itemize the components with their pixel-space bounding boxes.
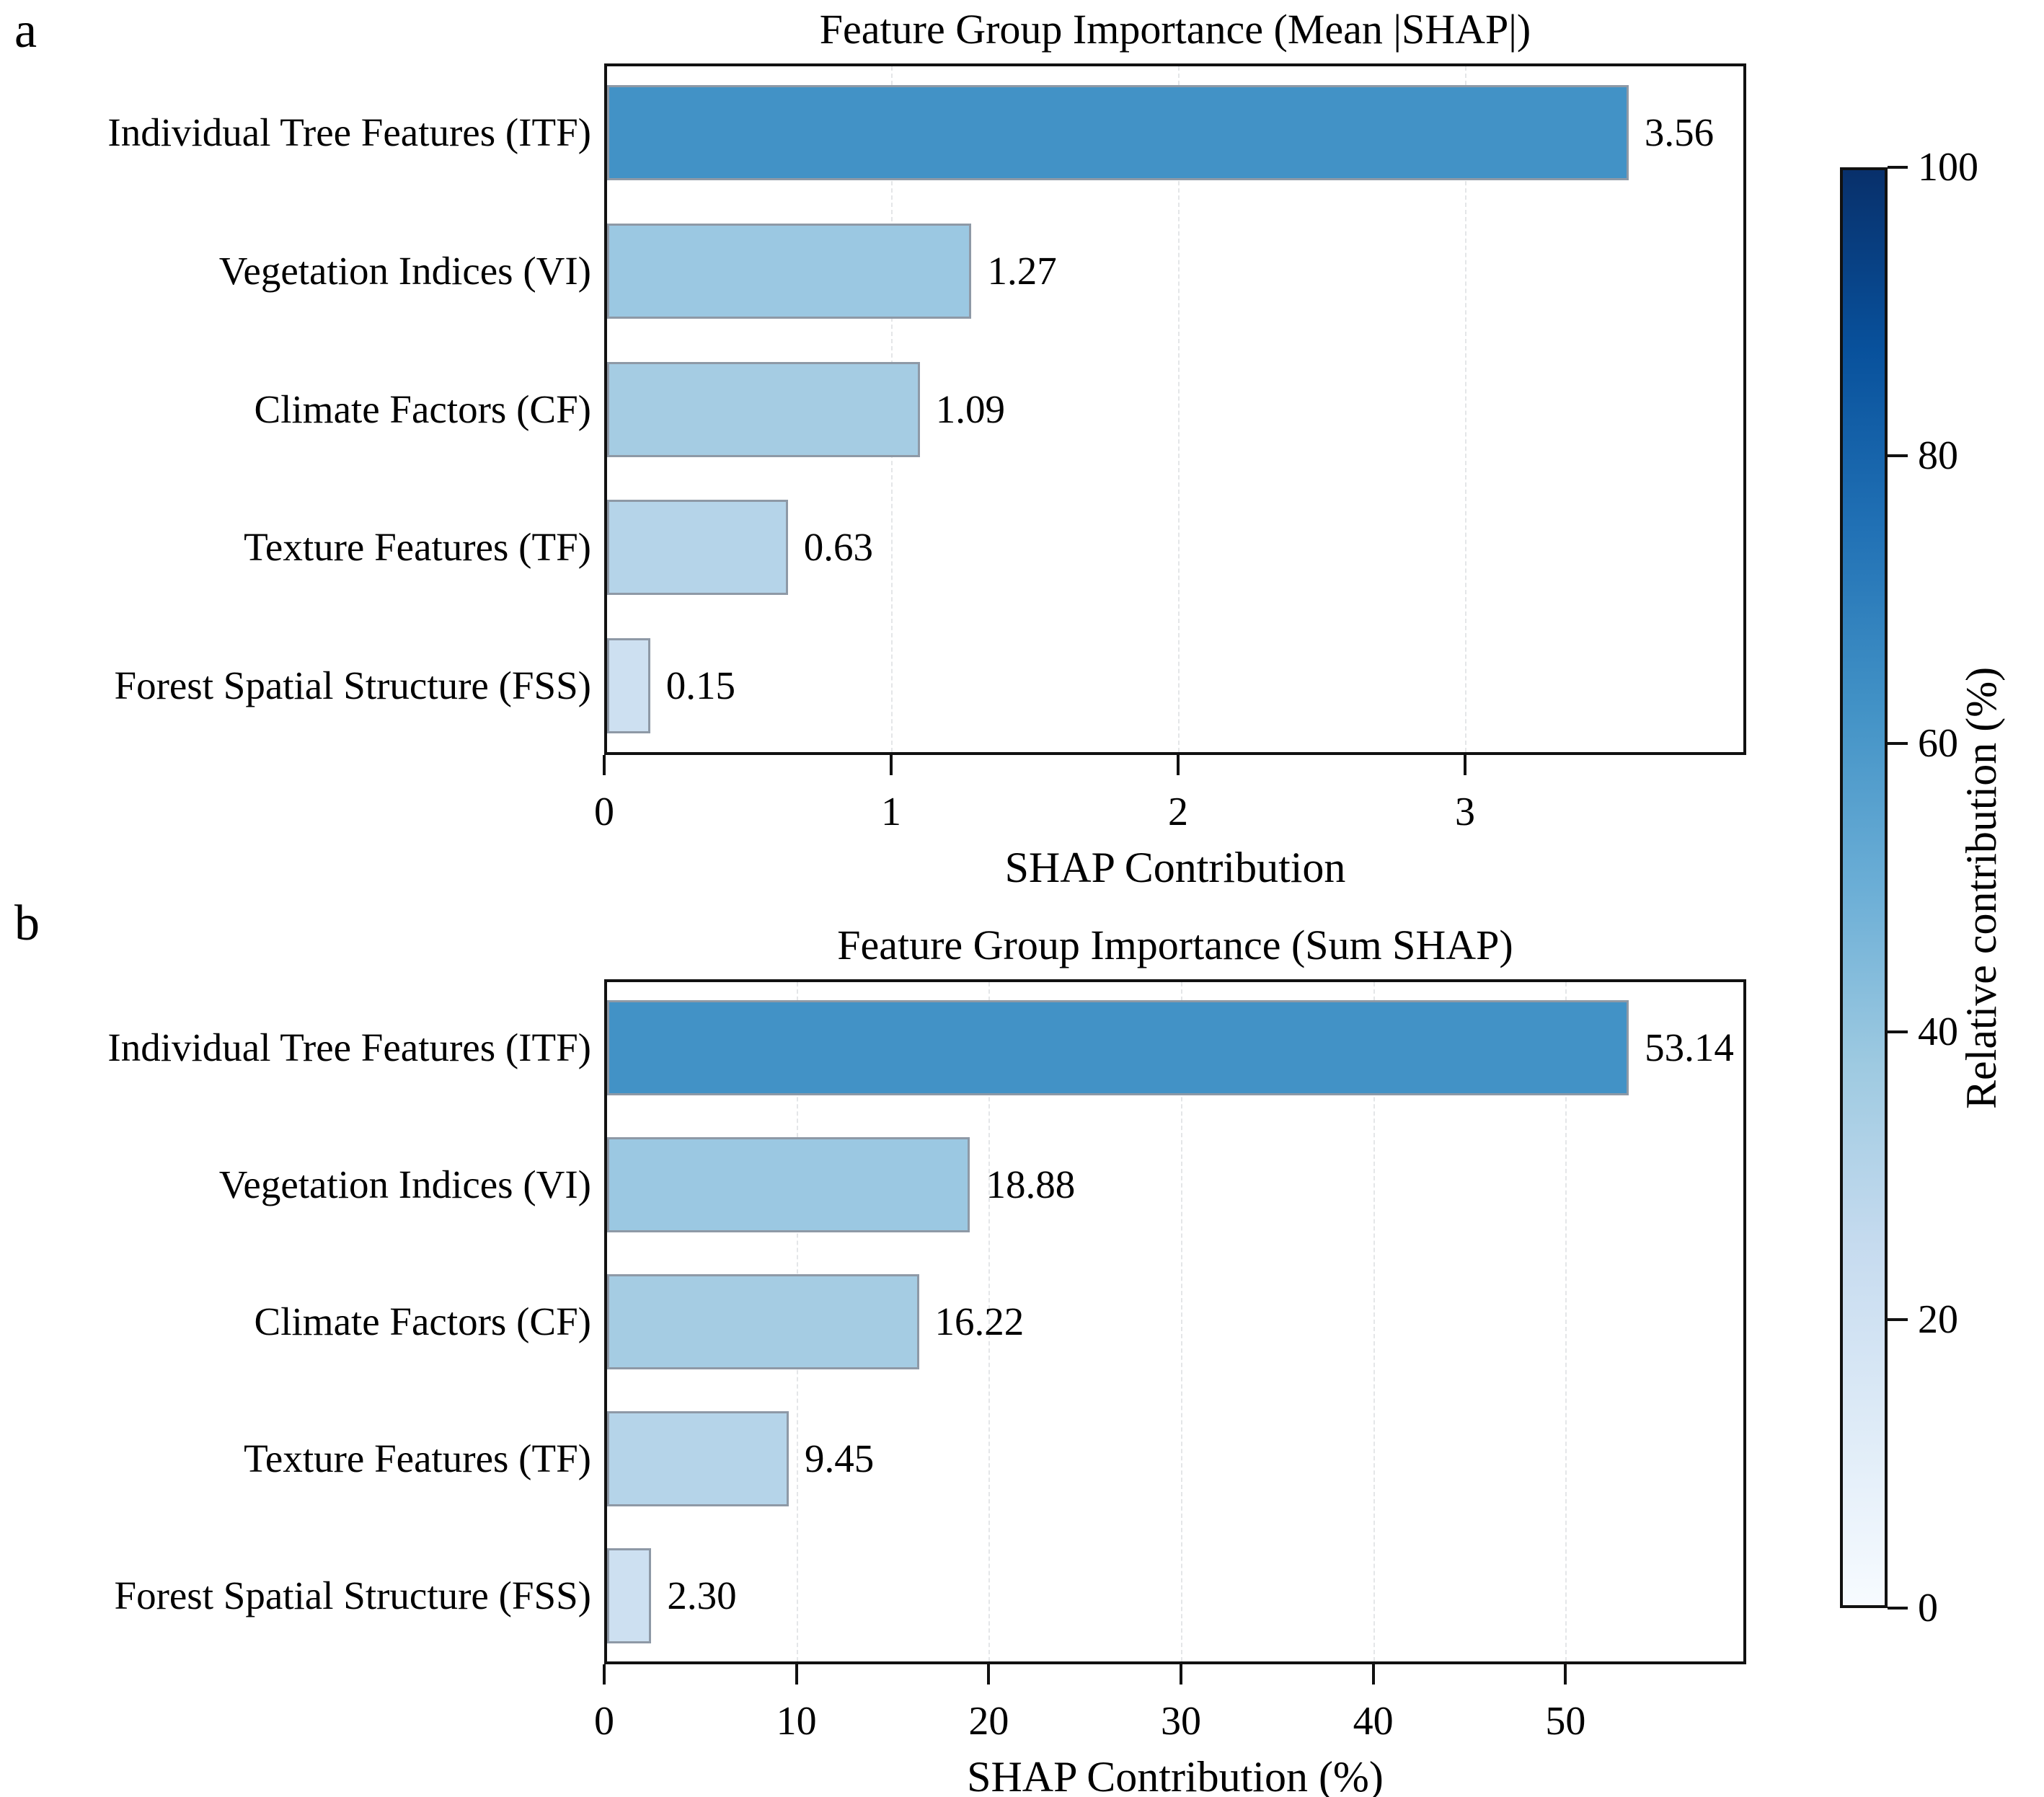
colorbar-axis-label: Relative contribution (%) xyxy=(1957,666,2005,1109)
category-label-a-0: Individual Tree Features (ITF) xyxy=(107,110,591,154)
gridline-x-20 xyxy=(988,982,991,1661)
gridline-x-50 xyxy=(1565,982,1567,1661)
x-tick-10 xyxy=(795,1664,798,1685)
category-label-a-2: Climate Factors (CF) xyxy=(254,387,591,431)
bar-a-3 xyxy=(607,500,788,596)
colorbar-tick-label-20: 20 xyxy=(1918,1297,1958,1343)
gridline-x-30 xyxy=(1181,982,1182,1661)
colorbar-tick-40 xyxy=(1888,1030,1908,1033)
bar-value-label-a-1: 1.27 xyxy=(987,248,1057,293)
x-tick-3 xyxy=(1463,755,1466,775)
category-label-a-3: Texture Features (TF) xyxy=(244,525,591,570)
bar-a-1 xyxy=(607,223,972,319)
colorbar-tick-label-40: 40 xyxy=(1918,1009,1958,1054)
category-label-b-0: Individual Tree Features (ITF) xyxy=(107,1025,591,1069)
x-tick-0 xyxy=(603,755,606,775)
bar-b-2 xyxy=(607,1274,919,1369)
category-label-a-4: Forest Spatial Structure (FSS) xyxy=(114,663,591,708)
bar-a-0 xyxy=(607,84,1629,180)
colorbar-tick-0 xyxy=(1888,1607,1908,1610)
panel-b-x-axis-label: SHAP Contribution (%) xyxy=(967,1753,1384,1797)
x-tick-20 xyxy=(987,1664,991,1685)
gridline-x-3 xyxy=(1464,66,1466,752)
x-tick-2 xyxy=(1176,755,1180,775)
x-tick-label-10: 10 xyxy=(776,1699,817,1744)
colorbar-tick-label-80: 80 xyxy=(1918,433,1958,478)
bar-value-label-b-0: 53.14 xyxy=(1645,1025,1734,1069)
colorbar-gradient xyxy=(1840,167,1888,1608)
x-tick-0 xyxy=(603,1664,606,1685)
x-tick-label-50: 50 xyxy=(1545,1699,1586,1744)
bar-value-label-a-0: 3.56 xyxy=(1644,110,1715,154)
category-label-b-2: Climate Factors (CF) xyxy=(254,1299,591,1343)
x-tick-label-40: 40 xyxy=(1353,1699,1394,1744)
category-label-a-1: Vegetation Indices (VI) xyxy=(218,248,591,293)
bar-value-label-a-3: 0.63 xyxy=(803,525,873,570)
x-tick-label-1: 1 xyxy=(880,790,901,834)
colorbar-tick-60 xyxy=(1888,742,1908,746)
category-label-b-1: Vegetation Indices (VI) xyxy=(218,1162,591,1206)
bar-a-2 xyxy=(607,361,920,457)
x-tick-label-3: 3 xyxy=(1454,790,1475,834)
colorbar-tick-20 xyxy=(1888,1318,1908,1322)
gridline-x-2 xyxy=(1177,66,1180,752)
category-label-b-4: Forest Spatial Structure (FSS) xyxy=(114,1573,591,1617)
bar-b-0 xyxy=(607,1000,1629,1095)
bar-b-1 xyxy=(607,1137,970,1232)
bar-value-label-b-1: 18.88 xyxy=(986,1162,1076,1206)
bar-value-label-a-4: 0.15 xyxy=(665,663,735,708)
colorbar-tick-80 xyxy=(1888,454,1908,457)
colorbar-tick-label-0: 0 xyxy=(1918,1586,1938,1630)
bar-b-4 xyxy=(607,1548,652,1643)
colorbar-tick-label-60: 60 xyxy=(1918,721,1958,767)
bar-value-label-b-4: 2.30 xyxy=(667,1573,737,1617)
bar-value-label-b-2: 16.22 xyxy=(934,1299,1025,1343)
colorbar-tick-100 xyxy=(1888,166,1908,169)
x-tick-label-2: 2 xyxy=(1167,790,1188,834)
bar-value-label-b-3: 9.45 xyxy=(805,1436,875,1480)
x-tick-label-0: 0 xyxy=(594,1699,614,1744)
x-tick-1 xyxy=(889,755,893,775)
gridline-x-40 xyxy=(1373,982,1375,1661)
x-tick-40 xyxy=(1371,1664,1375,1685)
category-label-b-3: Texture Features (TF) xyxy=(244,1436,591,1480)
bar-a-4 xyxy=(607,638,650,734)
bar-value-label-a-2: 1.09 xyxy=(935,387,1006,431)
panel-b-title: Feature Group Importance (Sum SHAP) xyxy=(837,922,1513,968)
x-tick-label-30: 30 xyxy=(1161,1699,1201,1744)
x-tick-30 xyxy=(1180,1664,1182,1685)
x-tick-label-0: 0 xyxy=(594,790,614,834)
x-tick-label-20: 20 xyxy=(968,1699,1009,1744)
panel-a-title: Feature Group Importance (Mean |SHAP|) xyxy=(819,6,1531,53)
colorbar-tick-label-100: 100 xyxy=(1918,145,1978,190)
bar-b-3 xyxy=(607,1411,789,1506)
panel-a-x-axis-label: SHAP Contribution xyxy=(1004,844,1346,891)
x-tick-50 xyxy=(1564,1664,1567,1685)
panel-a-letter: a xyxy=(14,3,37,58)
panel-b-letter: b xyxy=(14,896,40,951)
